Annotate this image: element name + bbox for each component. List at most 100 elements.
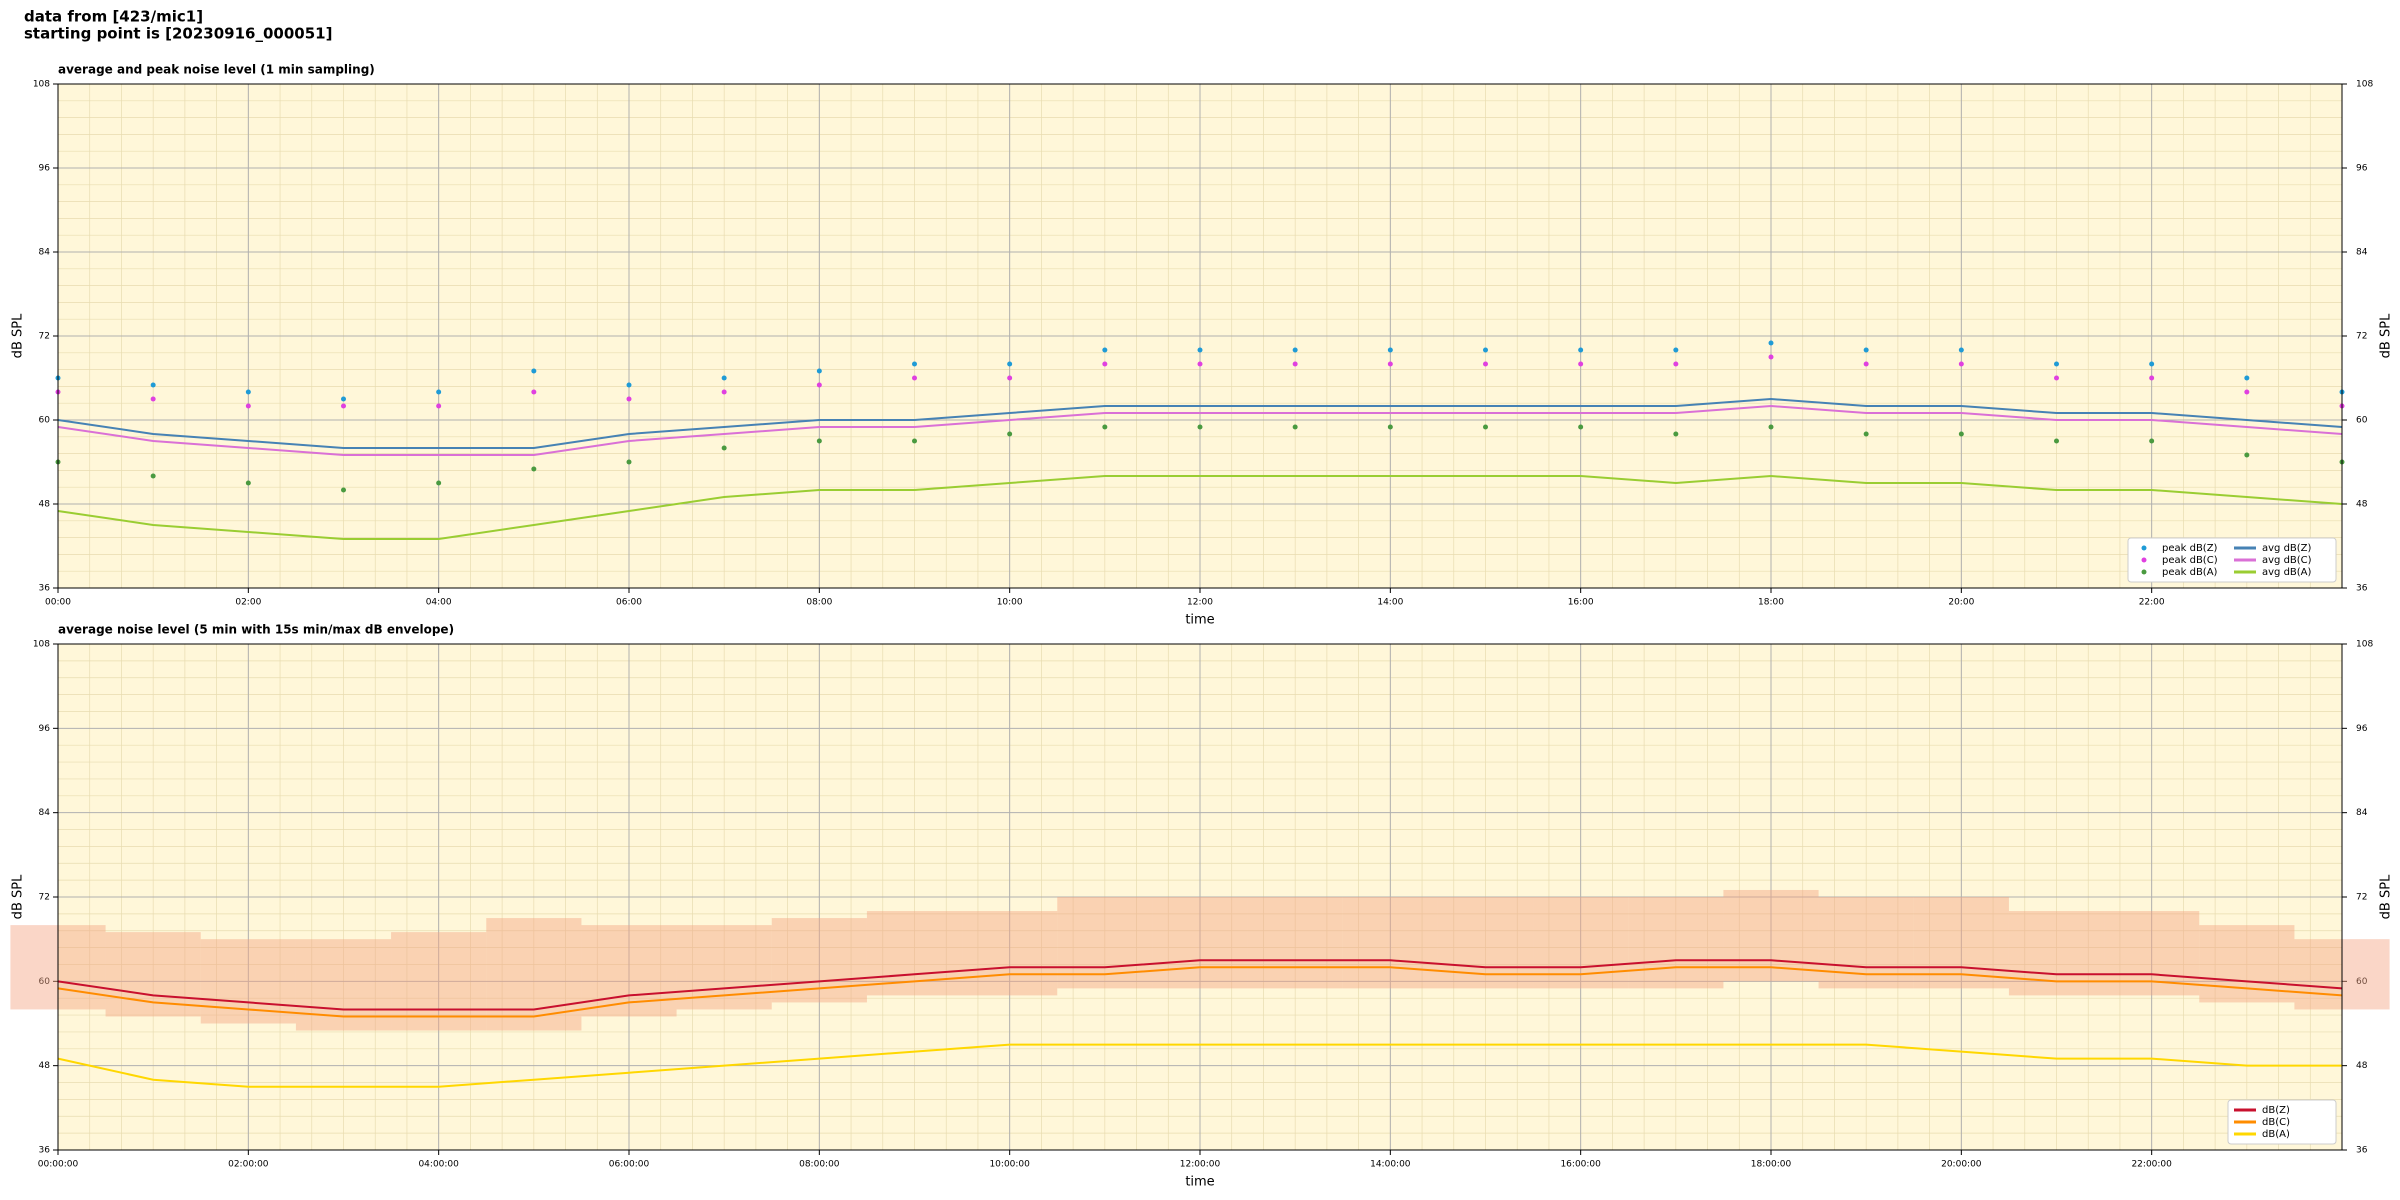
envelope-band	[105, 932, 201, 1017]
series-line	[57, 404, 2343, 456]
peak-dot	[1387, 347, 1393, 353]
series-line	[57, 1043, 2342, 1088]
y-tick-label: 72	[39, 332, 50, 342]
x-tick-label: 10:00	[997, 598, 1023, 608]
peak-dot	[1578, 424, 1584, 430]
x-tick-label: 02:00	[235, 598, 261, 608]
y-tick-label: 48	[39, 500, 51, 510]
y2-axis-label: dB SPL	[2379, 313, 2394, 358]
envelope-band	[1818, 897, 1914, 989]
x-tick-label: 16:00:00	[1560, 1160, 1601, 1170]
peak-dot	[1673, 361, 1679, 367]
peak-dot	[626, 459, 632, 465]
peak-dot	[1483, 424, 1488, 430]
series-line	[57, 966, 2343, 1018]
envelope-band	[200, 939, 296, 1024]
x-tick-label: 00:00	[45, 598, 71, 608]
envelope-band	[2199, 925, 2295, 1003]
peak-dot	[245, 403, 251, 409]
peak-dot	[1102, 361, 1108, 367]
peak-dot	[1197, 424, 1203, 430]
envelope-band	[1723, 889, 1819, 982]
y-tick-label: 48	[39, 1061, 51, 1071]
y2-tick-label: 72	[2356, 332, 2367, 342]
x-tick-label: 14:00	[1377, 598, 1403, 608]
peak-dot	[2149, 375, 2155, 381]
plot-frame	[57, 643, 2343, 1151]
x-tick-label: 16:00	[1568, 598, 1594, 608]
peak-dot	[2244, 375, 2250, 381]
peak-dot	[436, 403, 442, 409]
y2-tick-label: 48	[2356, 500, 2368, 510]
envelope-band	[1247, 897, 1343, 989]
x-axis-label: time	[1185, 1175, 1214, 1190]
y2-tick-label: 96	[2356, 724, 2368, 734]
peak-dot	[721, 375, 727, 381]
peak-dot	[1387, 361, 1393, 367]
peak-dot	[341, 403, 346, 409]
y-tick-label: 84	[39, 248, 51, 258]
envelope-band	[1152, 897, 1248, 989]
peak-dot	[1007, 431, 1013, 437]
peak-dot	[436, 389, 442, 395]
peak-dot	[1768, 354, 1774, 360]
x-tick-label: 20:00:00	[1941, 1160, 1982, 1170]
x-tick-label: 04:00:00	[418, 1160, 459, 1170]
peak-dot	[912, 361, 917, 367]
x-tick-label: 18:00:00	[1751, 1160, 1792, 1170]
peak-dot	[1007, 375, 1013, 381]
y2-tick-label: 108	[2356, 80, 2373, 90]
x-tick-label: 00:00:00	[38, 1160, 79, 1170]
legend-label: dB(C)	[2262, 1117, 2290, 1128]
y2-axis-label: dB SPL	[2379, 874, 2394, 919]
legend-label: peak dB(A)	[2162, 567, 2218, 578]
y-tick-label: 60	[39, 416, 51, 426]
envelope-band	[1913, 897, 2009, 989]
x-tick-label: 10:00:00	[989, 1160, 1030, 1170]
peak-dot	[2149, 361, 2155, 367]
peak-dot	[2149, 438, 2155, 444]
x-tick-label: 12:00:00	[1180, 1160, 1221, 1170]
peak-dot	[531, 389, 537, 395]
peak-dot	[150, 396, 156, 402]
y-tick-label: 84	[39, 808, 51, 818]
peak-dot	[341, 487, 346, 493]
peak-dot	[150, 382, 156, 388]
peak-dot	[1578, 361, 1584, 367]
x-axis-label: time	[1185, 613, 1214, 628]
peak-dot	[2054, 361, 2059, 367]
envelope-band	[676, 925, 772, 1010]
y2-tick-label: 36	[2356, 584, 2368, 594]
y-tick-label: 72	[39, 893, 50, 903]
chart-title: average and peak noise level (1 min samp…	[58, 63, 375, 77]
peak-dot	[1768, 424, 1774, 430]
y-axis-label: dB SPL	[11, 313, 26, 358]
peak-dot	[245, 480, 251, 486]
x-tick-label: 06:00:00	[609, 1160, 650, 1170]
peak-dot	[1007, 361, 1013, 367]
peak-dot	[531, 466, 537, 472]
y2-tick-label: 96	[2356, 164, 2368, 174]
envelope-band	[1628, 897, 1724, 989]
peak-dot	[1483, 361, 1488, 367]
envelope-band	[486, 918, 582, 1031]
legend-label: avg dB(A)	[2262, 567, 2312, 578]
envelope-band	[771, 918, 867, 1003]
envelope-band	[1533, 897, 1629, 989]
envelope-band	[1342, 897, 1438, 989]
legend-swatch	[2141, 557, 2147, 563]
y2-tick-label: 72	[2356, 893, 2367, 903]
chart-title: average noise level (5 min with 15s min/…	[58, 623, 454, 637]
peak-dot	[1102, 424, 1108, 430]
peak-dot	[436, 480, 442, 486]
series-line	[57, 959, 2343, 1011]
peak-dot	[816, 382, 822, 388]
legend-label: dB(Z)	[2262, 1105, 2290, 1116]
envelope-band	[1057, 897, 1153, 989]
legend-label: avg dB(Z)	[2262, 543, 2312, 554]
peak-dot	[150, 473, 156, 479]
plot-frame	[57, 83, 2343, 589]
peak-dot	[1292, 361, 1298, 367]
